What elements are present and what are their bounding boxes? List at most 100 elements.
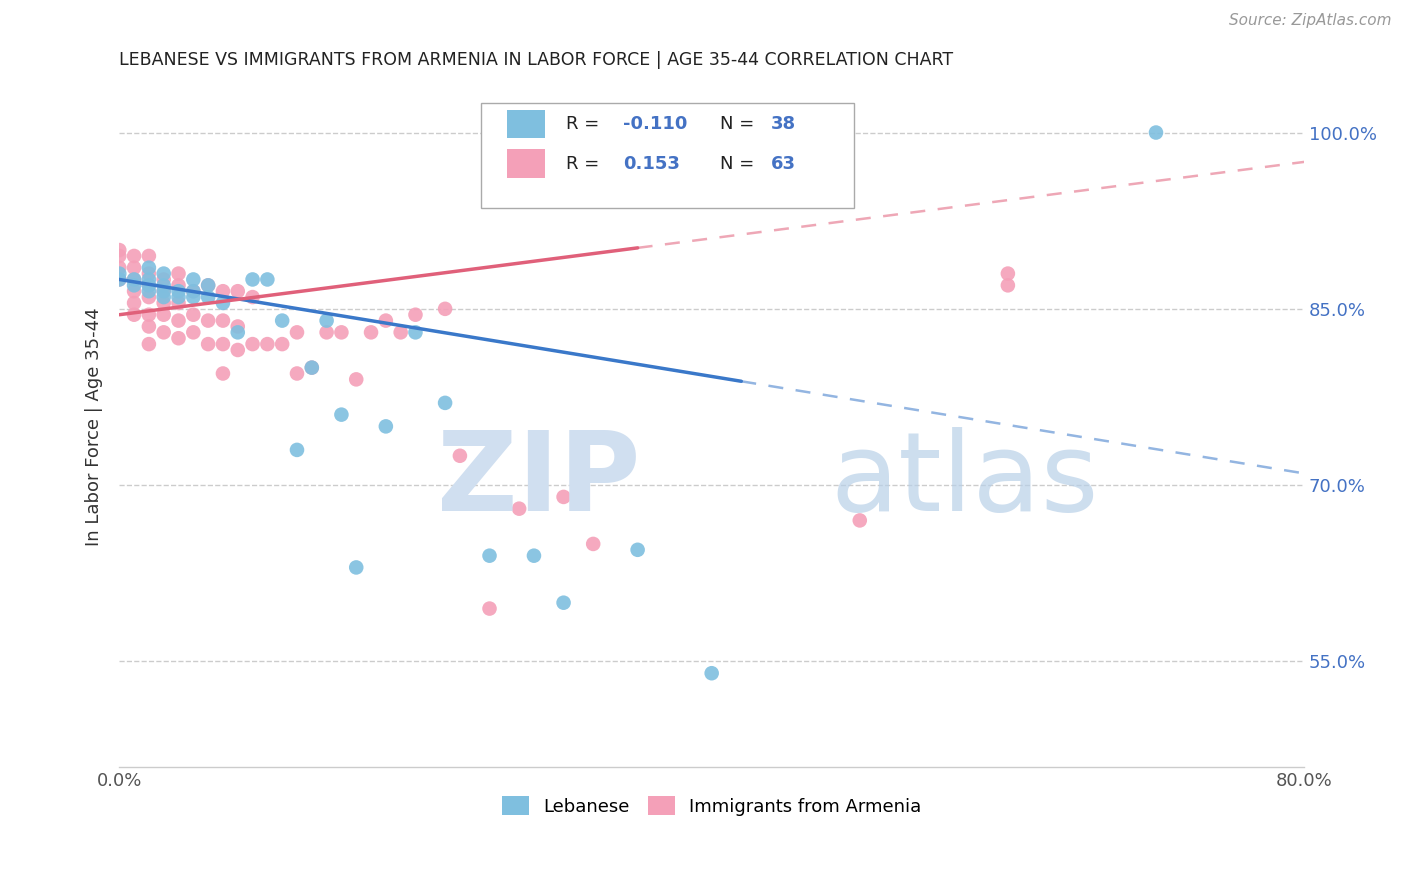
Point [242, 272, 264, 286]
Point [226, 343, 249, 357]
Point [285, 367, 308, 381]
Point [138, 272, 160, 286]
Point [181, 284, 204, 298]
Point [226, 284, 249, 298]
Point [374, 419, 396, 434]
Point [122, 272, 145, 286]
Point [138, 260, 160, 275]
Point [389, 326, 412, 340]
Point [181, 308, 204, 322]
Point [508, 501, 530, 516]
Point [226, 326, 249, 340]
Point [242, 290, 264, 304]
Point [212, 313, 235, 327]
Point [330, 326, 353, 340]
Point [997, 278, 1019, 293]
Point [374, 313, 396, 327]
Point [212, 296, 235, 310]
Point [167, 278, 190, 293]
Point [434, 301, 457, 316]
Text: LEBANESE VS IMMIGRANTS FROM ARMENIA IN LABOR FORCE | AGE 35-44 CORRELATION CHART: LEBANESE VS IMMIGRANTS FROM ARMENIA IN L… [120, 51, 953, 69]
Point [167, 313, 190, 327]
Point [271, 337, 294, 351]
Text: Source: ZipAtlas.com: Source: ZipAtlas.com [1229, 13, 1392, 29]
Point [197, 290, 219, 304]
Point [138, 278, 160, 293]
Point [138, 290, 160, 304]
Text: N =: N = [720, 155, 761, 173]
Point [108, 260, 131, 275]
Point [152, 267, 174, 281]
Point [122, 272, 145, 286]
Point [152, 278, 174, 293]
Point [108, 267, 131, 281]
Point [122, 278, 145, 293]
Point [167, 296, 190, 310]
Text: N =: N = [720, 115, 761, 134]
Point [152, 272, 174, 286]
Point [138, 267, 160, 281]
Point [849, 513, 872, 527]
Point [167, 331, 190, 345]
Point [285, 442, 308, 457]
Point [405, 326, 427, 340]
Point [152, 308, 174, 322]
FancyBboxPatch shape [506, 149, 544, 178]
Point [122, 296, 145, 310]
Point [108, 272, 131, 286]
Point [122, 284, 145, 298]
Text: 63: 63 [770, 155, 796, 173]
Point [1144, 126, 1167, 140]
Point [582, 537, 605, 551]
Point [434, 396, 457, 410]
Point [330, 408, 353, 422]
Point [627, 542, 650, 557]
Point [344, 372, 367, 386]
Point [152, 284, 174, 298]
Point [285, 326, 308, 340]
Point [405, 308, 427, 322]
Legend: Lebanese, Immigrants from Armenia: Lebanese, Immigrants from Armenia [495, 789, 929, 823]
Point [212, 337, 235, 351]
Y-axis label: In Labor Force | Age 35-44: In Labor Force | Age 35-44 [86, 307, 103, 546]
Point [344, 560, 367, 574]
Point [553, 490, 575, 504]
Text: R =: R = [567, 115, 605, 134]
Point [122, 260, 145, 275]
Point [212, 367, 235, 381]
Point [523, 549, 546, 563]
Point [181, 326, 204, 340]
Point [138, 284, 160, 298]
Point [181, 284, 204, 298]
Point [478, 549, 501, 563]
Point [242, 337, 264, 351]
Point [256, 272, 278, 286]
Point [301, 360, 323, 375]
Point [122, 249, 145, 263]
Point [152, 284, 174, 298]
Point [997, 267, 1019, 281]
Text: 0.153: 0.153 [623, 155, 679, 173]
Point [360, 326, 382, 340]
Point [138, 308, 160, 322]
Point [138, 278, 160, 293]
Point [152, 296, 174, 310]
Text: R =: R = [567, 155, 605, 173]
Point [138, 319, 160, 334]
Point [226, 319, 249, 334]
Point [138, 337, 160, 351]
Point [122, 308, 145, 322]
Point [152, 326, 174, 340]
Point [108, 249, 131, 263]
Text: 38: 38 [770, 115, 796, 134]
Text: ZIP: ZIP [437, 427, 641, 534]
Point [181, 290, 204, 304]
Point [167, 284, 190, 298]
FancyBboxPatch shape [481, 103, 853, 208]
Point [197, 278, 219, 293]
Point [167, 267, 190, 281]
Text: atlas: atlas [830, 427, 1098, 534]
Point [152, 290, 174, 304]
Point [138, 249, 160, 263]
Point [197, 278, 219, 293]
